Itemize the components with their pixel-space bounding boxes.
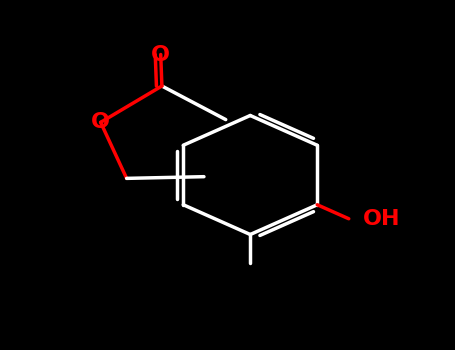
Text: OH: OH	[363, 209, 400, 229]
Text: O: O	[151, 44, 170, 64]
Text: O: O	[91, 112, 110, 132]
